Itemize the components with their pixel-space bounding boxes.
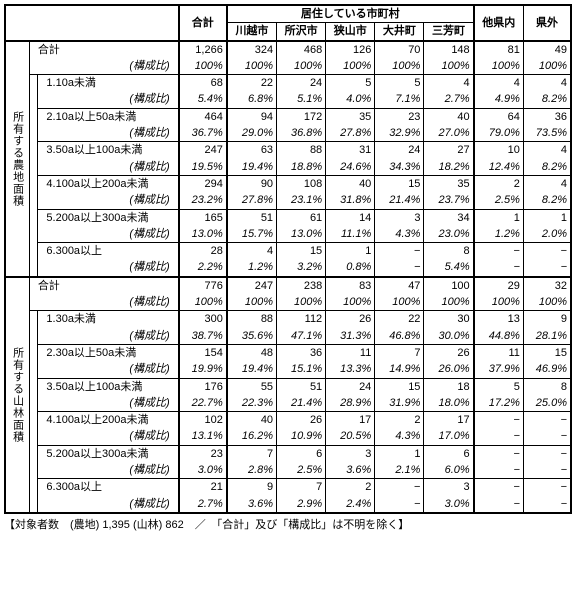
data-table: 合計居住している市町村他県内県外川越市所沢市狭山市大井町三芳町所有する農地面積合…: [4, 4, 572, 514]
footer-note: 【対象者数 (農地) 1,395 (山林) 862 ／ 「合計」及び「構成比」は…: [4, 516, 572, 532]
